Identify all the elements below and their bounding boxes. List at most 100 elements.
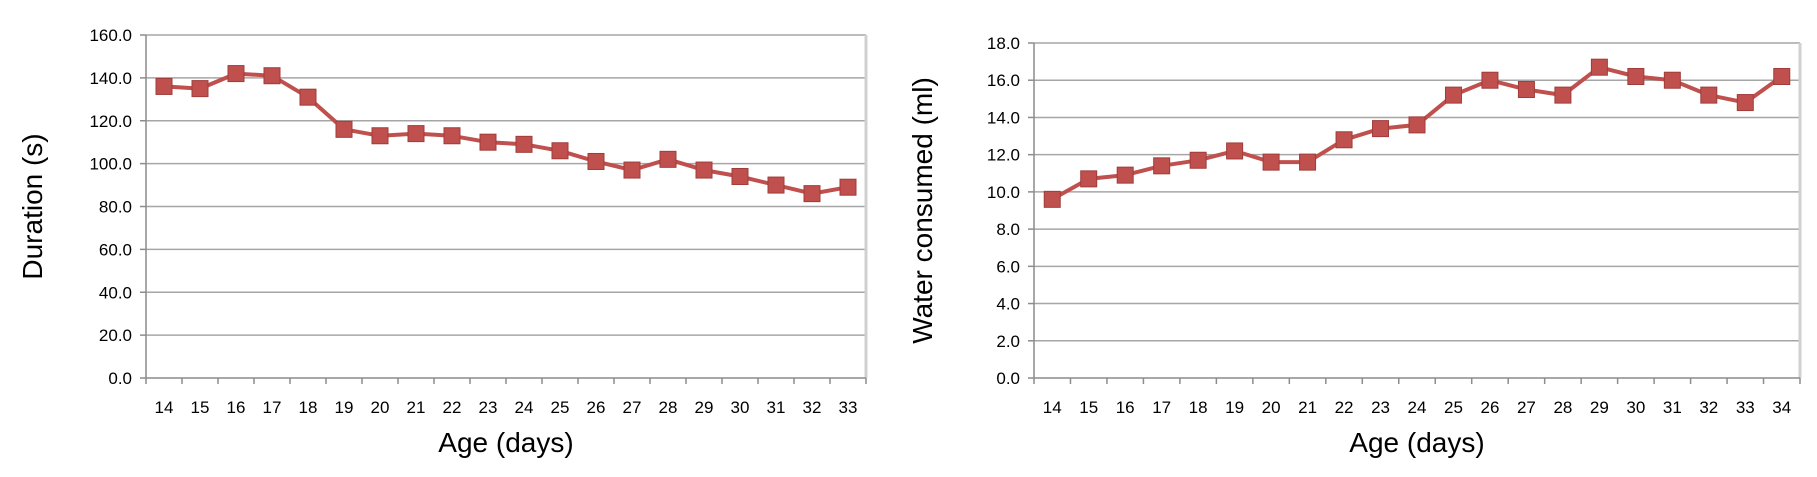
x-tick-label: 18 [1189, 398, 1208, 417]
data-point-marker [155, 77, 173, 95]
data-point-marker [1262, 153, 1280, 171]
x-tick-label: 14 [155, 398, 174, 417]
data-point-marker [227, 65, 245, 83]
x-tick-label: 29 [695, 398, 714, 417]
data-point-marker [1116, 166, 1134, 184]
water-consumed-chart: 0.0 2.0 4.0 6.0 8.0 10.0 12.0 14.0 16.0 18.0 14 15 1… [907, 34, 1802, 458]
data-point-marker [335, 120, 353, 138]
data-point-marker [1554, 86, 1572, 104]
y-axis-title: Duration (s) [17, 133, 48, 279]
y-tick-label: 10.0 [987, 183, 1020, 202]
x-tick-label: 16 [1116, 398, 1135, 417]
x-tick-label: 32 [803, 398, 822, 417]
x-tick-label: 16 [227, 398, 246, 417]
data-point-marker [767, 176, 785, 194]
x-tick-label: 27 [1517, 398, 1536, 417]
data-point-marker [695, 161, 713, 179]
x-tick-label: 34 [1772, 398, 1791, 417]
x-tick-label: 20 [1262, 398, 1281, 417]
y-tick-label: 8.0 [996, 220, 1020, 239]
y-tick-label: 100.0 [89, 155, 132, 174]
y-tick-label: 160.0 [89, 26, 132, 45]
x-tick-label: 19 [335, 398, 354, 417]
data-point-marker [1700, 86, 1718, 104]
data-point-marker [479, 133, 497, 151]
x-axis-title: Age (days) [438, 427, 573, 458]
x-tick-label: 21 [1298, 398, 1317, 417]
x-tick-label: 23 [1371, 398, 1390, 417]
x-tick-label: 33 [1736, 398, 1755, 417]
y-tick-label: 0.0 [996, 369, 1020, 388]
x-tick-label: 20 [371, 398, 390, 417]
x-tick-label: 32 [1699, 398, 1718, 417]
x-tick-label: 18 [299, 398, 318, 417]
x-tick-label: 24 [515, 398, 534, 417]
y-tick-label: 60.0 [99, 240, 132, 259]
data-point-marker [1481, 71, 1499, 89]
data-point-marker [1335, 131, 1353, 149]
data-point-marker [1736, 94, 1754, 112]
x-tick-label: 21 [407, 398, 426, 417]
x-tick-label: 22 [443, 398, 462, 417]
x-tick-label: 25 [1444, 398, 1463, 417]
y-tick-label: 14.0 [987, 108, 1020, 127]
duration-chart: 0.0 20.0 40.0 60.0 80.0 100.0 120.0 140.0 160.0 1… [17, 26, 868, 458]
y-tick-label: 12.0 [987, 146, 1020, 165]
data-point-marker [1299, 153, 1317, 171]
data-point-marker [1627, 68, 1645, 85]
x-tick-label: 19 [1225, 398, 1244, 417]
x-tick-label: 29 [1590, 398, 1609, 417]
x-tick-label: 15 [191, 398, 210, 417]
x-tick-label: 15 [1079, 398, 1098, 417]
data-point-marker [1517, 81, 1535, 99]
x-tick-label: 17 [263, 398, 282, 417]
data-point-marker [1226, 142, 1244, 160]
data-point-marker [659, 150, 677, 168]
y-tick-label: 4.0 [996, 295, 1020, 314]
y-axis-title: Water consumed (ml) [907, 77, 938, 344]
data-point-marker [1189, 151, 1207, 169]
data-point-marker [803, 185, 821, 203]
x-axis-title: Age (days) [1349, 427, 1484, 458]
data-point-marker [371, 127, 389, 145]
y-tick-label: 16.0 [987, 71, 1020, 90]
data-point-marker [1153, 157, 1171, 175]
x-tick-label: 26 [587, 398, 606, 417]
data-point-marker [1590, 58, 1608, 76]
data-point-marker [551, 142, 569, 160]
x-tick-label: 28 [1553, 398, 1572, 417]
x-tick-label: 22 [1335, 398, 1354, 417]
y-tick-label: 2.0 [996, 332, 1020, 351]
x-tick-label: 25 [551, 398, 570, 417]
y-tick-label: 140.0 [89, 69, 132, 88]
data-point-marker [1444, 86, 1462, 104]
data-point-marker [1080, 170, 1098, 188]
data-point-marker [263, 67, 281, 85]
x-tick-label: 31 [767, 398, 786, 417]
data-point-marker [1372, 120, 1390, 138]
data-point-marker [1773, 68, 1791, 85]
x-tick-label: 17 [1152, 398, 1171, 417]
data-point-marker [299, 88, 317, 106]
y-tick-label: 18.0 [987, 34, 1020, 53]
data-point-marker [191, 80, 209, 98]
data-point-marker [1408, 116, 1426, 134]
y-tick-label: 0.0 [108, 369, 132, 388]
y-tick-label: 6.0 [996, 257, 1020, 276]
y-tick-label: 120.0 [89, 112, 132, 131]
x-tick-label: 23 [479, 398, 498, 417]
data-point-marker [407, 125, 425, 143]
x-tick-label: 27 [623, 398, 642, 417]
data-point-marker [731, 167, 749, 185]
x-tick-label: 14 [1043, 398, 1062, 417]
x-tick-label: 31 [1663, 398, 1682, 417]
y-tick-label: 40.0 [99, 283, 132, 302]
data-point-marker [1663, 71, 1681, 89]
y-tick-label: 80.0 [99, 198, 132, 217]
x-tick-label: 30 [731, 398, 750, 417]
data-point-marker [1043, 190, 1061, 208]
data-point-marker [587, 152, 605, 170]
x-tick-label: 24 [1408, 398, 1427, 417]
data-point-marker [623, 161, 641, 179]
data-point-marker [443, 127, 461, 145]
